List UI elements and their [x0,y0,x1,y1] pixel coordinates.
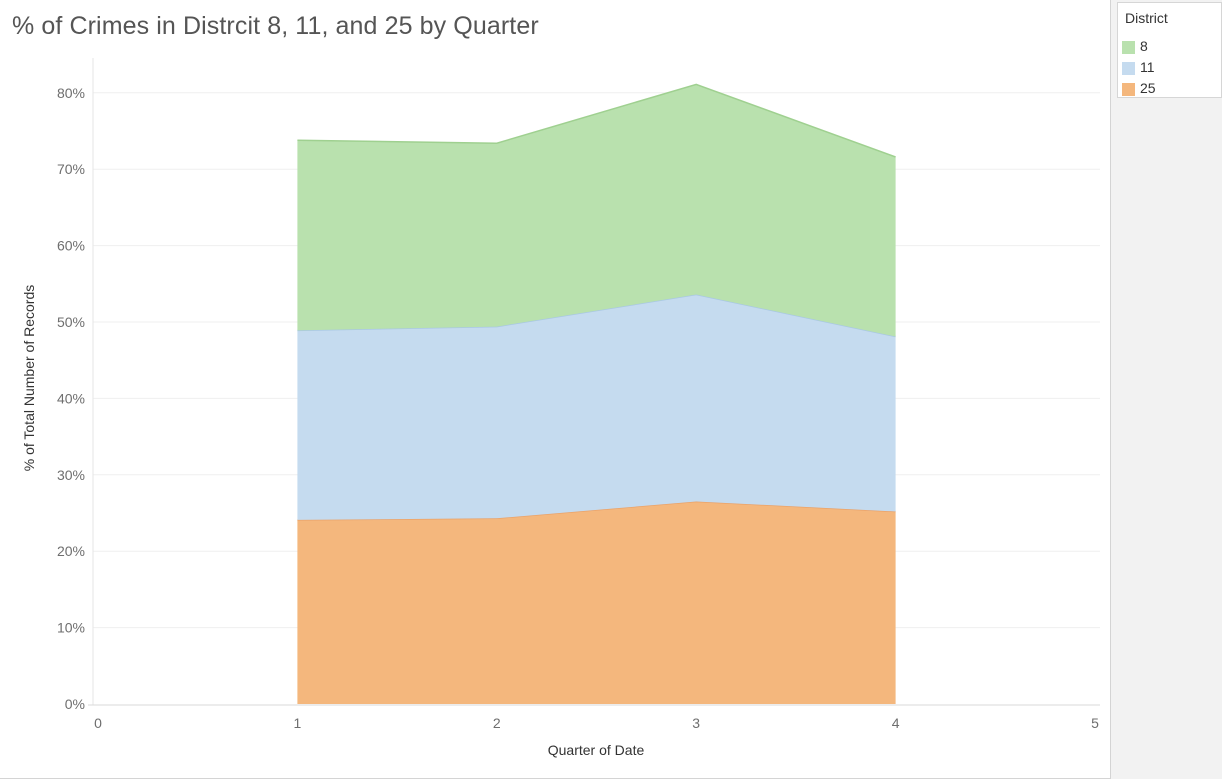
area-edge-8 [297,83,896,158]
legend-label: 25 [1140,80,1156,96]
area-chart: 0% 10% 20% 30% 40% 50% 60% 70% 80% 0 1 2 3 4 5 % of To… [21,58,1100,758]
series-areas[interactable] [297,83,896,705]
x-axis-title: Quarter of Date [548,742,645,758]
legend-label: 8 [1140,38,1148,54]
legend[interactable]: District 8 11 25 [1117,2,1222,98]
x-tick-label: 3 [692,715,700,731]
y-tick-label: 50% [57,314,85,330]
legend-title: District [1125,10,1168,26]
legend-swatch [1122,41,1135,54]
x-tick-label: 2 [493,715,501,731]
y-tick-label: 80% [57,85,85,101]
y-tick-label: 40% [57,390,85,406]
legend-swatch [1122,62,1135,75]
y-tick-label: 10% [57,620,85,636]
side-panel [1111,0,1222,779]
y-tick-label: 20% [57,543,85,559]
legend-label: 11 [1140,59,1155,75]
legend-swatch [1122,83,1135,96]
axes: 0% 10% 20% 30% 40% 50% 60% 70% 80% 0 1 2 3 4 5 [57,58,1100,731]
y-axis-title: % of Total Number of Records [21,285,37,472]
chart-title: % of Crimes in Distrcit 8, 11, and 25 by… [12,12,539,40]
y-tick-label: 60% [57,238,85,254]
worksheet: % of Crimes in Distrcit 8, 11, and 25 by… [0,0,1111,779]
area-series-11[interactable] [297,294,896,520]
y-tick-label: 30% [57,467,85,483]
area-series-25[interactable] [297,501,896,705]
x-tick-label: 5 [1091,715,1099,731]
y-tick-label: 70% [57,161,85,177]
x-tick-label: 0 [94,715,102,731]
area-series-8[interactable] [297,84,896,337]
x-tick-label: 4 [892,715,900,731]
y-tick-label: 0% [65,696,85,712]
x-tick-label: 1 [294,715,302,731]
